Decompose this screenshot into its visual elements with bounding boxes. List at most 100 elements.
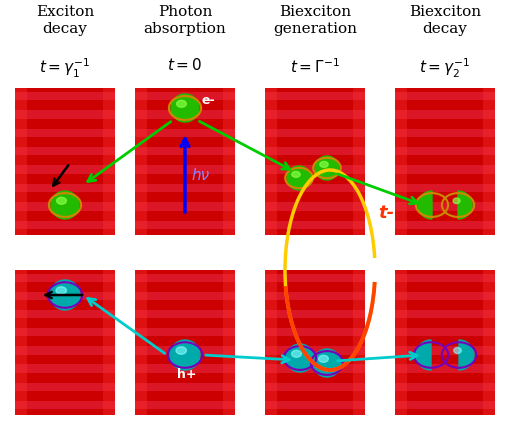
Bar: [395, 221, 495, 229]
Polygon shape: [416, 340, 431, 370]
Bar: [135, 165, 235, 174]
Bar: [135, 328, 235, 337]
Bar: [265, 310, 365, 318]
Bar: [353, 270, 365, 415]
Bar: [15, 129, 115, 137]
Bar: [483, 270, 495, 415]
Bar: [265, 292, 365, 300]
Bar: [395, 88, 407, 235]
Bar: [353, 88, 365, 235]
Bar: [135, 147, 235, 156]
Bar: [265, 88, 365, 235]
Bar: [15, 88, 27, 235]
Bar: [395, 328, 495, 337]
Bar: [135, 221, 235, 229]
Bar: [395, 165, 495, 174]
Text: Exciton
decay: Exciton decay: [36, 5, 94, 36]
Bar: [223, 88, 235, 235]
Ellipse shape: [453, 198, 460, 204]
Ellipse shape: [176, 347, 187, 354]
Text: $t = 0$: $t = 0$: [167, 57, 203, 73]
Bar: [395, 88, 495, 235]
Bar: [15, 221, 115, 229]
Bar: [135, 346, 235, 354]
Polygon shape: [418, 191, 432, 219]
Bar: [395, 274, 495, 282]
Bar: [15, 165, 115, 174]
Bar: [15, 292, 115, 300]
Ellipse shape: [454, 348, 461, 354]
Bar: [15, 328, 115, 337]
Bar: [135, 365, 235, 373]
Bar: [15, 310, 115, 318]
Bar: [265, 88, 277, 235]
Text: hν: hν: [191, 167, 209, 182]
Bar: [15, 184, 115, 192]
Bar: [265, 147, 365, 156]
Bar: [395, 110, 495, 119]
Bar: [15, 110, 115, 119]
Circle shape: [50, 280, 80, 310]
Bar: [135, 274, 235, 282]
Bar: [135, 202, 235, 210]
Bar: [135, 310, 235, 318]
Text: t-: t-: [378, 204, 394, 222]
Circle shape: [315, 156, 339, 180]
Circle shape: [313, 349, 341, 377]
Bar: [265, 346, 365, 354]
Bar: [103, 88, 115, 235]
Bar: [265, 184, 365, 192]
Bar: [135, 88, 147, 235]
Bar: [265, 202, 365, 210]
Text: $t = \gamma_2^{-1}$: $t = \gamma_2^{-1}$: [420, 57, 471, 80]
Bar: [395, 129, 495, 137]
Text: Biexciton
generation: Biexciton generation: [273, 5, 357, 36]
Bar: [15, 202, 115, 210]
Bar: [15, 92, 115, 100]
Bar: [395, 382, 495, 391]
Bar: [265, 382, 365, 391]
Bar: [135, 382, 235, 391]
Bar: [15, 382, 115, 391]
Bar: [135, 270, 147, 415]
Ellipse shape: [177, 100, 186, 107]
Bar: [265, 129, 365, 137]
Ellipse shape: [292, 350, 302, 357]
Bar: [265, 165, 365, 174]
Bar: [15, 346, 115, 354]
Bar: [395, 401, 495, 409]
Bar: [223, 270, 235, 415]
Circle shape: [287, 166, 311, 190]
Bar: [265, 270, 277, 415]
Bar: [135, 270, 235, 415]
Bar: [395, 184, 495, 192]
Bar: [135, 129, 235, 137]
Text: Biexciton
decay: Biexciton decay: [409, 5, 481, 36]
Bar: [15, 88, 115, 235]
Bar: [135, 292, 235, 300]
Ellipse shape: [57, 197, 67, 204]
Bar: [395, 202, 495, 210]
Bar: [395, 92, 495, 100]
Polygon shape: [458, 191, 472, 219]
Polygon shape: [459, 340, 474, 370]
Bar: [103, 270, 115, 415]
Bar: [483, 88, 495, 235]
Bar: [395, 365, 495, 373]
Bar: [265, 221, 365, 229]
Bar: [135, 110, 235, 119]
Circle shape: [171, 94, 199, 122]
Bar: [395, 147, 495, 156]
Circle shape: [51, 191, 79, 219]
Text: $t = \gamma_1^{-1}$: $t = \gamma_1^{-1}$: [40, 57, 90, 80]
Bar: [395, 346, 495, 354]
Bar: [135, 88, 235, 235]
Bar: [395, 270, 495, 415]
Bar: [135, 401, 235, 409]
Bar: [15, 270, 115, 415]
Text: e-: e-: [201, 94, 215, 107]
Bar: [265, 110, 365, 119]
Ellipse shape: [56, 287, 67, 294]
Circle shape: [286, 344, 314, 372]
Bar: [15, 270, 27, 415]
